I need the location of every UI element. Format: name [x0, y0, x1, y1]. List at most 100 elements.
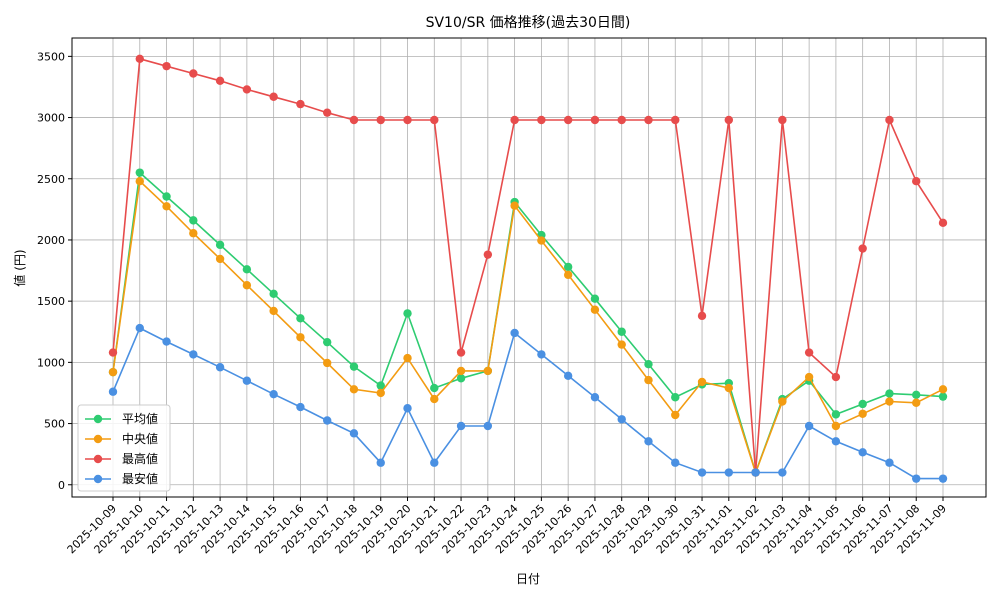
- data-point: [108, 367, 118, 377]
- data-point: [751, 468, 760, 477]
- data-point: [189, 216, 198, 225]
- series-layer: [108, 54, 948, 483]
- data-point: [617, 415, 626, 424]
- data-point: [215, 76, 225, 86]
- data-point: [778, 468, 787, 477]
- data-point: [778, 397, 787, 406]
- data-point: [617, 115, 626, 125]
- data-point: [671, 410, 680, 420]
- data-point: [724, 383, 734, 393]
- y-tick-label: 1000: [37, 356, 65, 369]
- data-point: [483, 250, 493, 259]
- data-point: [349, 115, 359, 125]
- data-point: [671, 115, 680, 125]
- data-point: [938, 385, 948, 394]
- data-point: [563, 115, 573, 125]
- data-point: [831, 437, 841, 446]
- series-line: [112, 170, 944, 476]
- data-point: [912, 177, 921, 186]
- data-point: [724, 115, 734, 125]
- legend-label: 最高値: [122, 451, 158, 466]
- legend-item: 平均値: [85, 411, 158, 426]
- data-point: [858, 244, 867, 253]
- data-point: [456, 348, 466, 357]
- data-point: [510, 201, 519, 210]
- series-3: [108, 54, 948, 477]
- data-point: [322, 337, 332, 347]
- legend-item: 最高値: [85, 451, 158, 466]
- data-point: [269, 92, 278, 101]
- data-point: [697, 311, 707, 321]
- data-point: [376, 388, 385, 398]
- data-point: [269, 389, 278, 399]
- data-point: [697, 468, 707, 477]
- data-point: [483, 366, 493, 376]
- data-point: [912, 390, 921, 399]
- data-point: [189, 69, 198, 78]
- y-axis: 0 500 1000 1500 2000 2500 3000 3500: [37, 50, 72, 492]
- data-point: [349, 429, 359, 438]
- data-point: [590, 393, 600, 402]
- chart-title: SV10/SR 価格推移(過去30日間): [426, 15, 631, 31]
- series-line: [112, 179, 944, 475]
- plot-frame: [71, 37, 987, 498]
- series-2: [108, 177, 948, 477]
- data-point: [349, 385, 359, 394]
- data-point: [162, 337, 171, 346]
- data-point: [430, 394, 439, 404]
- data-point: [510, 115, 519, 125]
- data-point: [671, 393, 680, 402]
- data-point: [804, 372, 814, 382]
- data-point: [296, 314, 305, 323]
- data-point: [831, 410, 841, 419]
- series-line: [112, 57, 944, 473]
- legend-marker: [93, 414, 103, 424]
- data-point: [242, 85, 252, 94]
- data-point: [135, 177, 144, 186]
- data-point: [242, 281, 252, 290]
- data-point: [831, 372, 841, 382]
- data-point: [590, 305, 600, 314]
- data-point: [215, 254, 225, 264]
- data-point: [697, 377, 707, 387]
- data-point: [537, 236, 546, 245]
- x-axis-title: 日付: [516, 572, 540, 586]
- data-point: [296, 333, 305, 342]
- data-point: [644, 437, 653, 446]
- data-point: [644, 115, 653, 125]
- data-point: [242, 265, 252, 274]
- data-point: [644, 359, 653, 369]
- data-point: [563, 371, 573, 381]
- y-tick-label: 1500: [37, 295, 65, 308]
- data-point: [885, 115, 894, 125]
- data-point: [430, 383, 439, 393]
- data-point: [938, 392, 948, 401]
- data-point: [322, 358, 332, 368]
- y-tick-label: 3500: [37, 50, 65, 63]
- data-point: [858, 409, 867, 418]
- data-point: [537, 350, 546, 359]
- data-point: [403, 115, 412, 125]
- data-point: [322, 108, 332, 117]
- data-point: [269, 289, 278, 299]
- data-point: [885, 458, 894, 467]
- y-tick-label: 0: [58, 479, 65, 492]
- legend-item: 最安値: [85, 471, 158, 486]
- data-point: [376, 381, 385, 390]
- grid-layer: [72, 38, 986, 497]
- legend-item: 中央値: [85, 431, 158, 446]
- data-point: [403, 309, 412, 318]
- data-point: [858, 448, 867, 457]
- data-point: [563, 270, 573, 280]
- data-point: [912, 398, 921, 407]
- data-point: [456, 421, 466, 431]
- data-point: [671, 458, 680, 467]
- data-point: [296, 402, 305, 412]
- data-point: [162, 192, 171, 201]
- data-point: [162, 61, 171, 71]
- data-point: [938, 474, 948, 483]
- data-point: [376, 115, 385, 125]
